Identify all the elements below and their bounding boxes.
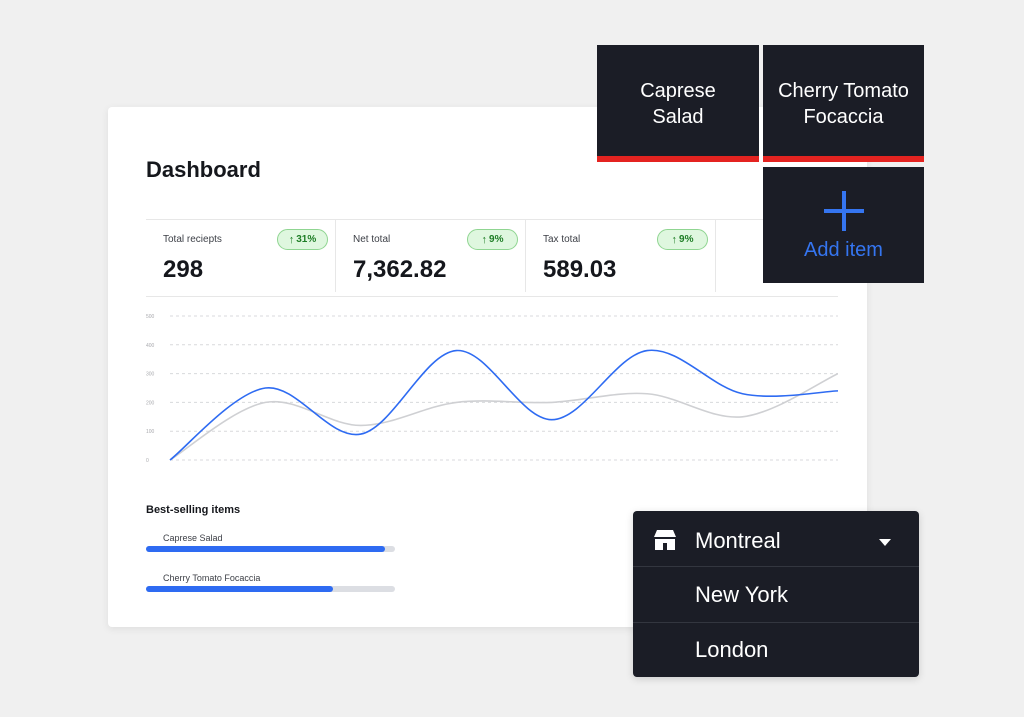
item-tile-cherry-tomato-focaccia[interactable]: Cherry Tomato Focaccia [763, 45, 924, 162]
divider [633, 566, 919, 567]
progress-fill [146, 586, 333, 592]
change-value: 31% [296, 234, 317, 245]
series-line [169, 349, 838, 461]
chevron-down-icon [879, 539, 891, 546]
metric-label: Tax total [543, 234, 581, 245]
location-option-new-york[interactable]: New York [633, 567, 919, 622]
y-tick-label: 400 [146, 343, 155, 349]
progress-track [146, 546, 395, 552]
y-tick-label: 500 [146, 314, 155, 320]
metric-value: 298 [163, 256, 204, 283]
location-option-label: New York [695, 581, 788, 607]
add-item-button[interactable]: Add item [763, 167, 924, 283]
item-name: Cherry Tomato Focaccia [163, 573, 261, 583]
item-name: Caprese Salad [163, 533, 223, 543]
arrow-up-icon: ↑ [671, 233, 678, 246]
add-item-label: Add item [804, 239, 883, 261]
metric-label: Net total [353, 234, 391, 245]
y-tick-label: 100 [146, 429, 155, 435]
y-tick-label: 300 [146, 372, 155, 378]
tile-label: Cherry Tomato Focaccia [778, 79, 909, 128]
plus-icon [823, 191, 864, 231]
store-icon [654, 530, 676, 550]
arrow-up-icon: ↑ [288, 233, 295, 246]
divider [335, 220, 336, 292]
change-value: 9% [679, 234, 694, 245]
series-line [169, 372, 838, 461]
progress-fill [146, 546, 386, 552]
divider [633, 622, 919, 623]
divider [525, 220, 526, 292]
change-badge: ↑ 9% [657, 229, 708, 250]
progress-track [146, 586, 395, 592]
item-tile-caprese-salad[interactable]: Caprese Salad [597, 45, 759, 162]
tile-accent-bar [763, 156, 924, 162]
metric-tax-total[interactable]: Tax total ↑ 9% 589.03 [526, 220, 716, 296]
sales-line-chart: 500 400 300 200 100 0 [146, 314, 838, 464]
divider [715, 220, 716, 292]
metric-value: 7,362.82 [353, 256, 447, 283]
best-selling-title: Best-selling items [146, 504, 241, 516]
change-badge: ↑ 9% [467, 229, 518, 250]
selected-location: Montreal [695, 527, 781, 553]
location-select[interactable]: Montreal [633, 513, 919, 568]
location-option-london[interactable]: London [633, 622, 919, 677]
metrics-row: Total reciepts ↑ 31% 298 Net total ↑ 9% 7,… [146, 219, 838, 297]
location-option-label: London [695, 636, 769, 662]
tile-label: Caprese Salad [640, 79, 716, 128]
y-tick-label: 0 [146, 458, 149, 464]
metric-label: Total reciepts [163, 234, 222, 245]
metric-total-receipts[interactable]: Total reciepts ↑ 31% 298 [146, 220, 336, 296]
dashboard-card: Dashboard Total reciepts ↑ 31% 298 Net to… [108, 107, 867, 627]
tile-accent-bar [597, 156, 759, 162]
y-tick-label: 200 [146, 400, 155, 406]
metric-net-total[interactable]: Net total ↑ 9% 7,362.82 [336, 220, 526, 296]
change-badge: ↑ 31% [277, 229, 328, 250]
metric-value: 589.03 [543, 256, 617, 283]
change-value: 9% [489, 234, 504, 245]
location-dropdown: Montreal New York London [633, 511, 919, 677]
arrow-up-icon: ↑ [481, 233, 488, 246]
page-title: Dashboard [146, 157, 261, 182]
